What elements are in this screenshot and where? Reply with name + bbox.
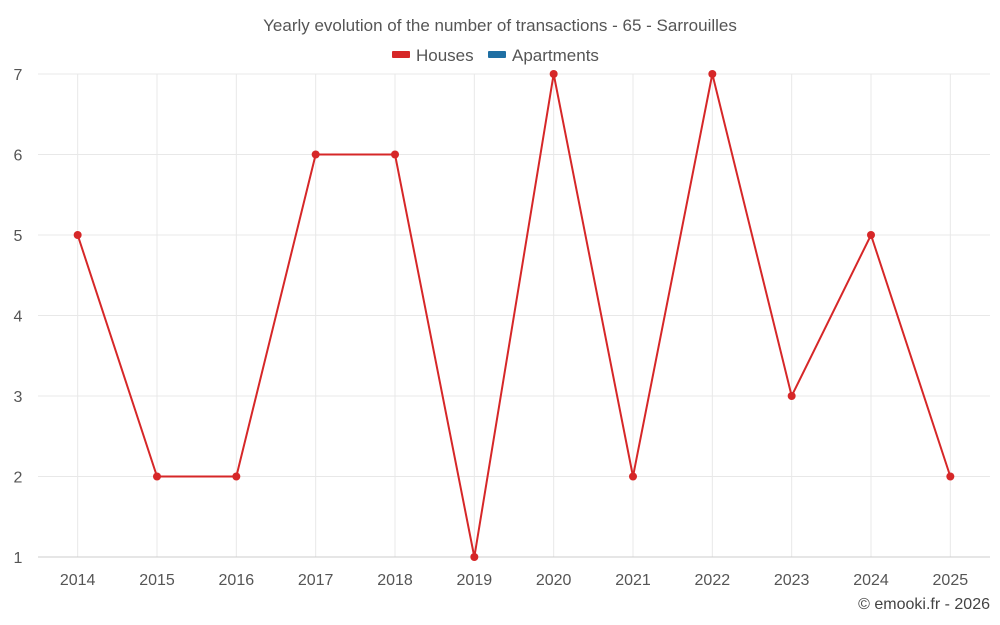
x-tick-label: 2024 xyxy=(853,572,889,589)
x-tick-label: 2018 xyxy=(377,572,413,589)
x-tick-label: 2020 xyxy=(536,572,572,589)
data-point-houses[interactable] xyxy=(629,472,637,481)
y-tick-label: 1 xyxy=(14,550,23,567)
data-point-houses[interactable] xyxy=(708,70,717,78)
legend-item-houses[interactable]: Houses xyxy=(392,46,474,65)
x-tick-label: 2023 xyxy=(774,572,810,589)
chart-title: Yearly evolution of the number of transa… xyxy=(263,16,737,35)
data-point-houses[interactable] xyxy=(311,150,320,159)
x-tick-label: 2022 xyxy=(695,572,731,589)
legend-swatch-apartments xyxy=(488,51,506,58)
x-tick-label: 2016 xyxy=(219,572,255,589)
y-tick-label: 7 xyxy=(14,67,23,84)
x-tick-label: 2019 xyxy=(457,572,493,589)
data-point-houses[interactable] xyxy=(549,70,558,78)
x-tick-label: 2025 xyxy=(933,572,969,589)
legend-label-apartments: Apartments xyxy=(512,46,599,65)
series-line-houses xyxy=(76,73,952,558)
data-point-houses[interactable] xyxy=(867,231,875,239)
x-tick-label: 2017 xyxy=(298,572,334,589)
legend-swatch-houses xyxy=(392,51,410,58)
data-point-houses[interactable] xyxy=(391,150,399,159)
x-axis-ticks: 2014 2015 2016 2017 2018 2019 2020 2021 2022 2023… xyxy=(60,572,968,589)
x-tick-label: 2021 xyxy=(615,572,651,589)
x-tick-label: 2015 xyxy=(139,572,175,589)
legend-label-houses: Houses xyxy=(416,46,474,65)
legend-item-apartments[interactable]: Apartments xyxy=(488,46,599,65)
data-point-houses[interactable] xyxy=(232,472,241,481)
legend: Houses Apartments xyxy=(392,46,599,65)
y-tick-label: 3 xyxy=(14,389,23,406)
y-tick-label: 2 xyxy=(14,470,23,487)
data-point-houses[interactable] xyxy=(787,392,796,400)
y-tick-label: 6 xyxy=(14,148,23,165)
series-houses xyxy=(73,70,955,561)
data-point-houses[interactable] xyxy=(73,231,82,239)
x-tick-label: 2014 xyxy=(60,572,96,589)
y-axis-ticks: 1 2 3 4 5 6 7 xyxy=(14,67,23,567)
data-point-houses[interactable] xyxy=(470,553,479,561)
credit-text: © emooki.fr - 2026 xyxy=(858,596,990,613)
y-tick-label: 5 xyxy=(14,228,23,245)
data-point-houses[interactable] xyxy=(946,472,955,481)
y-tick-label: 4 xyxy=(14,309,23,326)
data-point-houses[interactable] xyxy=(153,472,161,481)
